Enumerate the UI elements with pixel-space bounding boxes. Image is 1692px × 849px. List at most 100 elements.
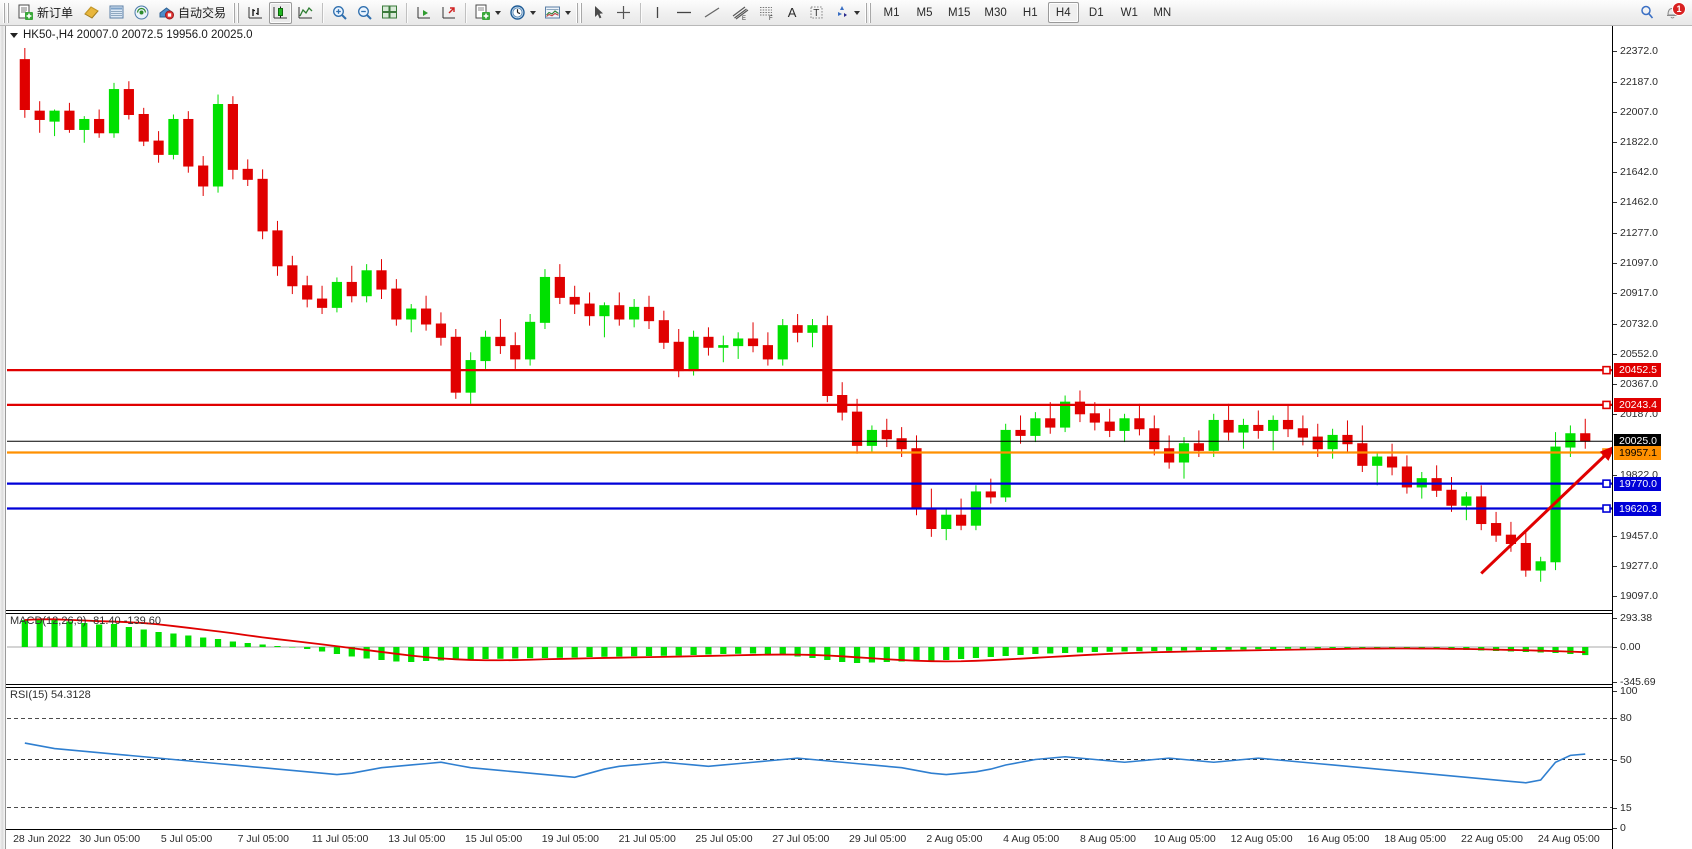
notifications-button[interactable]: 1: [1661, 2, 1686, 24]
timeframe-w1[interactable]: W1: [1120, 6, 1138, 19]
new-order-button[interactable]: 新订单: [14, 2, 78, 24]
new-order-label: 新订单: [37, 6, 74, 20]
timeframe-d1[interactable]: D1: [1088, 6, 1104, 19]
chart-shift-button[interactable]: [437, 2, 460, 24]
price-line-label[interactable]: 19770.0: [1614, 476, 1661, 491]
market-watch-button[interactable]: [105, 2, 128, 24]
indicators-dropdown-caret[interactable]: [495, 10, 502, 15]
panel-divider-macd-top: [6, 613, 1612, 614]
crosshair-button[interactable]: [612, 2, 635, 24]
time-tick: 22 Aug 05:00: [1461, 833, 1523, 845]
tile-windows-button[interactable]: [378, 2, 401, 24]
time-tick: 30 Jun 05:00: [79, 833, 141, 845]
market-watch-icon: [108, 4, 125, 21]
templates-icon: [544, 4, 561, 21]
timeframe-m5[interactable]: M5: [916, 6, 933, 19]
time-tick: 13 Jul 05:00: [388, 833, 446, 845]
expert-advisor-button[interactable]: [80, 2, 103, 24]
clock-icon: [509, 4, 526, 21]
text-label-icon: A: [787, 5, 797, 20]
rsi-label: RSI(15) 54.3128: [10, 689, 91, 701]
cursor-arrow-icon: [590, 4, 607, 21]
bar-chart-button[interactable]: [244, 2, 267, 24]
toolbar-grip-tools[interactable]: [576, 2, 584, 23]
indicators-button[interactable]: [471, 2, 504, 24]
auto-scroll-icon: [415, 4, 432, 21]
time-tick: 2 Aug 05:00: [926, 833, 983, 845]
tile-windows-icon: [381, 4, 398, 21]
zoom-in-icon: [331, 4, 348, 21]
arrows-button[interactable]: [830, 2, 863, 24]
time-axis[interactable]: 28 Jun 2022 30 Jun 05:00 5 Jul 05:00 7 Jul …: [6, 829, 1612, 849]
macd-scale-tick: 0.00: [1613, 641, 1640, 653]
price-line-label[interactable]: 19957.1: [1614, 445, 1661, 460]
zoom-out-icon: [356, 4, 373, 21]
svg-text:T: T: [813, 8, 819, 19]
svg-text:F: F: [769, 16, 773, 21]
horizontal-line-button[interactable]: [671, 2, 697, 24]
auto-scroll-button[interactable]: [412, 2, 435, 24]
time-tick: 21 Jul 05:00: [618, 833, 676, 845]
templates-button[interactable]: [541, 2, 574, 24]
price-line-label[interactable]: 20452.5: [1614, 363, 1661, 378]
period-dropdown-caret[interactable]: [530, 10, 537, 15]
toolbar-grip-charttype[interactable]: [233, 2, 241, 23]
expert-advisor-icon: [83, 4, 100, 21]
price-line-label[interactable]: 20243.4: [1614, 397, 1661, 412]
arrows-dropdown-caret[interactable]: [854, 10, 861, 15]
price-tick: 22372.0: [1613, 45, 1658, 57]
line-chart-button[interactable]: [294, 2, 317, 24]
uptrend-arrow[interactable]: [1480, 444, 1617, 575]
panel-divider-price-bottom: [6, 610, 1612, 611]
price-scale[interactable]: 22372.0 22187.0 22007.0 21822.0 21642.0 21462…: [1612, 26, 1692, 849]
autotrading-icon: [158, 4, 175, 21]
equidistant-channel-button[interactable]: E: [727, 2, 752, 24]
price-tick: 20367.0: [1613, 378, 1658, 390]
rsi-scale-tick: 0: [1613, 822, 1626, 834]
equidistant-channel-icon: E: [730, 4, 749, 21]
signals-button[interactable]: [130, 2, 153, 24]
candlestick-chart-button[interactable]: [269, 1, 293, 24]
timeframe-h1[interactable]: H1: [1022, 6, 1038, 19]
time-tick: 28 Jun 2022: [13, 833, 71, 845]
timeframe-m1[interactable]: M1: [883, 6, 900, 19]
timeframe-mn[interactable]: MN: [1153, 6, 1172, 19]
text-box-button[interactable]: T: [805, 2, 828, 24]
time-tick: 11 Jul 05:00: [311, 833, 369, 845]
line-chart-icon: [297, 4, 314, 21]
zoom-out-button[interactable]: [353, 2, 376, 24]
period-button[interactable]: [506, 2, 539, 24]
timeframe-h4[interactable]: H4: [1047, 2, 1079, 23]
main-toolbar: 新订单: [0, 0, 1692, 26]
fibonacci-button[interactable]: F: [754, 2, 779, 24]
trendline-button[interactable]: [699, 2, 725, 24]
text-label-button[interactable]: A: [781, 2, 803, 24]
price-line-label[interactable]: 20025.0: [1614, 434, 1661, 449]
price-tick: 20732.0: [1613, 318, 1658, 330]
search-icon: [1639, 4, 1656, 21]
templates-dropdown-caret[interactable]: [565, 10, 572, 15]
timeframe-m15[interactable]: M15: [948, 6, 971, 19]
price-tick: 21642.0: [1613, 166, 1658, 178]
signals-icon: [133, 4, 150, 21]
price-chart-canvas[interactable]: [0, 26, 1692, 849]
zoom-in-button[interactable]: [328, 2, 351, 24]
cursor-button[interactable]: [587, 2, 610, 24]
rsi-scale-tick: 50: [1613, 754, 1632, 766]
toolbar-grip-trade[interactable]: [3, 2, 10, 23]
timeframe-m30[interactable]: M30: [984, 6, 1007, 19]
search-button[interactable]: [1636, 2, 1659, 24]
bell-icon: 1: [1664, 2, 1686, 21]
vertical-line-button[interactable]: [646, 2, 669, 24]
time-tick: 12 Aug 05:00: [1230, 833, 1293, 845]
chart-menu-caret-icon[interactable]: [10, 32, 18, 38]
price-tick: 21097.0: [1613, 257, 1658, 269]
chart-container[interactable]: HK50-,H4 20007.0 20072.5 19956.0 20025.0…: [0, 26, 1692, 849]
time-tick: 25 Jul 05:00: [695, 833, 753, 845]
toolbar-grip-timeframes[interactable]: [865, 2, 873, 23]
time-tick: 7 Jul 05:00: [237, 833, 289, 845]
autotrading-button[interactable]: 自动交易: [155, 2, 231, 24]
panel-divider-macd-bottom: [6, 684, 1612, 685]
time-tick: 8 Aug 05:00: [1079, 833, 1137, 845]
price-line-label[interactable]: 19620.3: [1614, 501, 1661, 516]
